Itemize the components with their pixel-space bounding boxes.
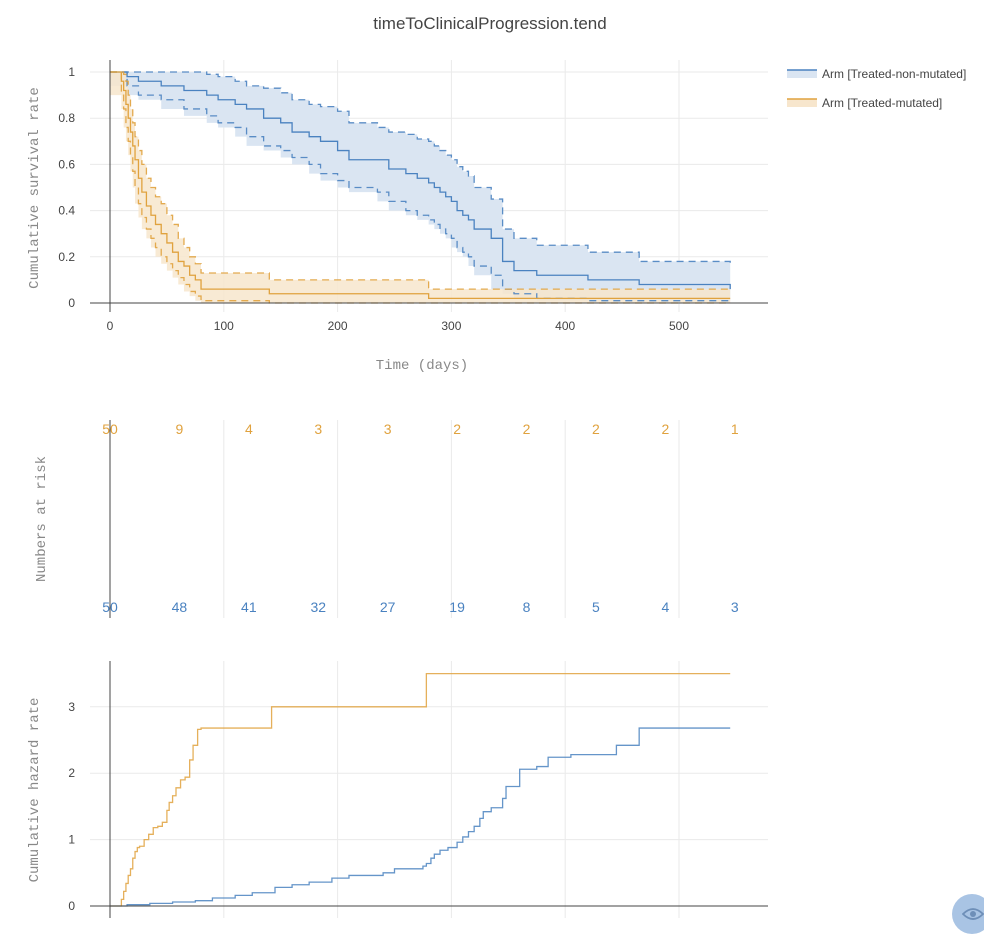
- at-risk-count: 27: [380, 599, 396, 615]
- x-tick-label: 100: [214, 319, 234, 333]
- y-tick-label: 0.2: [58, 250, 75, 264]
- at-risk-count: 19: [449, 599, 465, 615]
- at-risk-count: 9: [176, 421, 184, 437]
- survival-curve: [110, 71, 731, 290]
- x-axis-label: Time (days): [376, 358, 468, 374]
- y-tick-label: 0: [68, 899, 75, 913]
- hazard-curve: [110, 727, 731, 907]
- legend-item-mutated[interactable]: Arm [Treated-mutated]: [787, 96, 942, 110]
- at-risk-count: 5: [592, 599, 600, 615]
- at-risk-count: 1: [731, 421, 739, 437]
- at-risk-count: 2: [523, 421, 531, 437]
- at-risk-count: 32: [310, 599, 326, 615]
- numbers-at-risk-panel: 50 9 4 3 3 2 2 2 2 150 48 41 32 27 19 8 5 4 3 Numbers at r…: [34, 420, 739, 618]
- at-risk-count: 8: [523, 599, 531, 615]
- x-tick-label: 400: [555, 319, 575, 333]
- y-tick-label: 3: [68, 700, 75, 714]
- ci-upper-line: [110, 71, 731, 267]
- at-risk-count: 50: [102, 599, 118, 615]
- y-tick-label: 0.6: [58, 157, 75, 171]
- hazard-panel: 0 1 2 3 Cumulative hazard rate: [27, 661, 768, 918]
- legend-swatch-fill: [787, 99, 817, 107]
- ci-lower-line: [110, 71, 731, 304]
- chart-title: timeToClinicalProgression.tend: [373, 14, 606, 33]
- x-tick-label: 300: [441, 319, 461, 333]
- legend-label: Arm [Treated-non-mutated]: [822, 67, 966, 81]
- at-risk-count: 2: [592, 421, 600, 437]
- at-risk-count: 50: [102, 421, 118, 437]
- view-toggle-button[interactable]: [952, 894, 984, 934]
- legend: Arm [Treated-non-mutated] Arm [Treated-m…: [787, 67, 966, 110]
- survival-panel: 0 100 200 300 400 500 0 0.2 0.4 0.6 0.8 1 Time (day…: [27, 60, 768, 374]
- x-tick-label: 200: [328, 319, 348, 333]
- y-tick-label: 0: [68, 296, 75, 310]
- at-risk-count: 3: [314, 421, 322, 437]
- x-tick-label: 0: [107, 319, 114, 333]
- at-risk-count: 4: [661, 599, 669, 615]
- legend-swatch-fill: [787, 70, 817, 78]
- y-axis-label-at-risk: Numbers at risk: [34, 456, 50, 582]
- at-risk-count: 4: [245, 421, 253, 437]
- x-tick-label: 500: [669, 319, 689, 333]
- legend-label: Arm [Treated-mutated]: [822, 96, 942, 110]
- y-tick-label: 2: [68, 766, 75, 780]
- ci-upper-line: [110, 71, 731, 290]
- at-risk-count: 3: [384, 421, 392, 437]
- y-axis-label-survival: Cumulative survival rate: [27, 87, 43, 289]
- eye-icon: [962, 908, 984, 920]
- at-risk-count: 2: [661, 421, 669, 437]
- legend-item-non-mutated[interactable]: Arm [Treated-non-mutated]: [787, 67, 966, 81]
- at-risk-count: 3: [731, 599, 739, 615]
- hazard-curve: [110, 672, 731, 907]
- at-risk-count: 48: [172, 599, 188, 615]
- y-axis-label-hazard: Cumulative hazard rate: [27, 698, 43, 883]
- survival-curve: [110, 71, 731, 300]
- y-tick-label: 0.4: [58, 204, 75, 218]
- y-tick-label: 0.8: [58, 111, 75, 125]
- y-tick-label: 1: [68, 65, 75, 79]
- y-tick-label: 1: [68, 833, 75, 847]
- ci-lower-line: [110, 71, 731, 302]
- ci-band: [110, 72, 731, 301]
- at-risk-count: 2: [453, 421, 461, 437]
- at-risk-count: 41: [241, 599, 257, 615]
